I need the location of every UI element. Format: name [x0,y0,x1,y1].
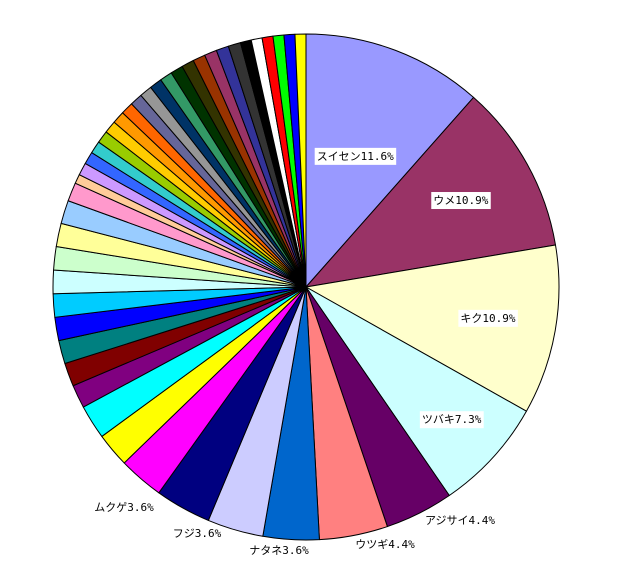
pie-label-2: キク10.9% [458,309,518,327]
pie-label-4: アジサイ4.4% [425,514,495,527]
pie-label-1: ウメ10.9% [431,192,491,210]
pie-label-text-1: ウメ10.9% [433,194,488,207]
pie-label-text-2: キク10.9% [460,312,515,325]
pie-label-7: フジ3.6% [173,527,222,540]
pie-label-bg-1 [431,192,491,210]
pie-labels: スイセン11.6% ウメ10.9% キク10.9% ツバキ7.3% アジサイ4.4% ウツ… [94,147,518,557]
pie-slice-3 [305,286,527,497]
pie-label-bg-0 [314,147,397,165]
pie-label-8: ムクゲ3.6% [94,501,154,514]
pie-slice-1 [305,96,556,288]
pie-slices [52,33,560,541]
pie-label-text-8: ムクゲ3.6% [94,501,154,514]
pie-label-text-0: スイセン11.6% [317,150,394,163]
pie-label-3: ツバキ7.3% [419,411,484,429]
pie-label-5: ウツギ4.4% [355,538,415,551]
pie-slice-2 [305,244,560,412]
pie-label-bg-3 [419,411,484,429]
pie-label-text-6: ナタネ3.6% [249,544,309,557]
pie-slice-45 [294,33,307,288]
pie-label-text-3: ツバキ7.3% [422,413,482,426]
pie-label-6: ナタネ3.6% [249,544,309,557]
pie-label-bg-2 [458,309,518,327]
pie-label-text-5: ウツギ4.4% [355,538,415,551]
pie-label-text-7: フジ3.6% [173,527,222,540]
pie-label-text-4: アジサイ4.4% [425,514,495,527]
pie-label-0: スイセン11.6% [314,147,397,165]
